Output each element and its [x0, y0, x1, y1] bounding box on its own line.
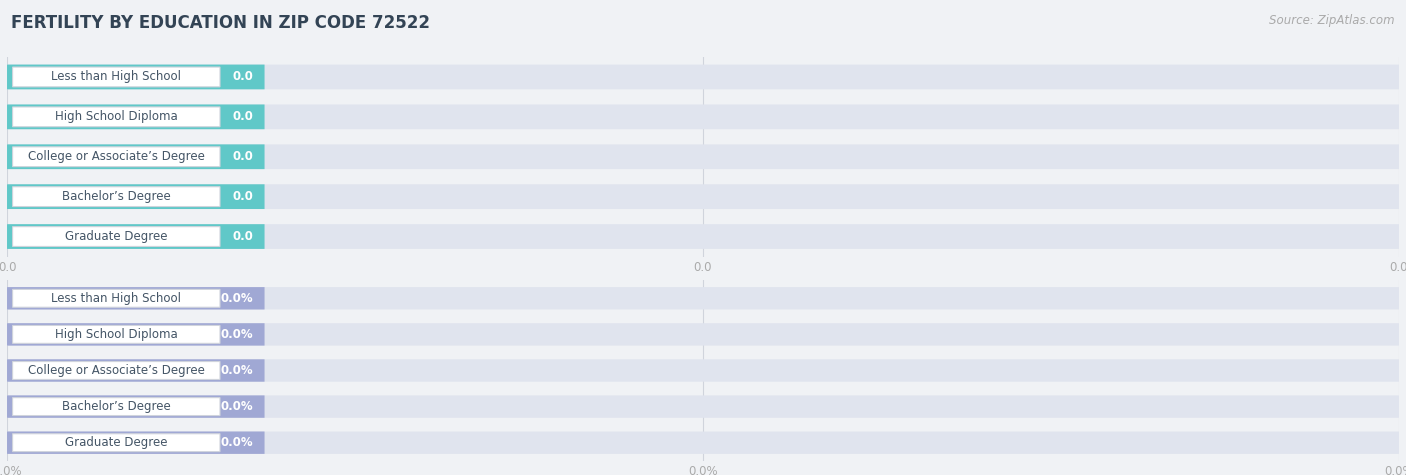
FancyBboxPatch shape: [7, 395, 1399, 418]
FancyBboxPatch shape: [7, 65, 1399, 89]
Text: Bachelor’s Degree: Bachelor’s Degree: [62, 400, 170, 413]
FancyBboxPatch shape: [7, 431, 1399, 454]
Text: 0.0: 0.0: [232, 110, 253, 124]
FancyBboxPatch shape: [7, 144, 264, 169]
FancyBboxPatch shape: [7, 359, 1399, 382]
FancyBboxPatch shape: [7, 323, 1399, 346]
Text: 0.0: 0.0: [232, 70, 253, 84]
Text: 0.0: 0.0: [232, 230, 253, 243]
FancyBboxPatch shape: [7, 104, 1399, 129]
FancyBboxPatch shape: [7, 224, 264, 249]
Text: College or Associate’s Degree: College or Associate’s Degree: [28, 150, 205, 163]
Text: High School Diploma: High School Diploma: [55, 110, 177, 124]
Text: 0.0%: 0.0%: [221, 436, 253, 449]
Text: 0.0%: 0.0%: [221, 400, 253, 413]
FancyBboxPatch shape: [13, 107, 219, 127]
FancyBboxPatch shape: [7, 184, 1399, 209]
Text: Bachelor’s Degree: Bachelor’s Degree: [62, 190, 170, 203]
Text: 0.0%: 0.0%: [221, 328, 253, 341]
Text: 0.0: 0.0: [232, 150, 253, 163]
FancyBboxPatch shape: [13, 147, 219, 167]
Text: 0.0: 0.0: [232, 190, 253, 203]
FancyBboxPatch shape: [7, 431, 264, 454]
FancyBboxPatch shape: [7, 287, 1399, 310]
Text: 0.0%: 0.0%: [221, 292, 253, 305]
Text: 0.0%: 0.0%: [221, 364, 253, 377]
Text: Source: ZipAtlas.com: Source: ZipAtlas.com: [1270, 14, 1395, 27]
Text: Less than High School: Less than High School: [51, 70, 181, 84]
FancyBboxPatch shape: [7, 184, 264, 209]
Text: Graduate Degree: Graduate Degree: [65, 436, 167, 449]
Text: High School Diploma: High School Diploma: [55, 328, 177, 341]
FancyBboxPatch shape: [13, 325, 219, 343]
Text: Less than High School: Less than High School: [51, 292, 181, 305]
FancyBboxPatch shape: [13, 187, 219, 207]
FancyBboxPatch shape: [7, 395, 264, 418]
FancyBboxPatch shape: [7, 224, 1399, 249]
Text: College or Associate’s Degree: College or Associate’s Degree: [28, 364, 205, 377]
Text: Graduate Degree: Graduate Degree: [65, 230, 167, 243]
Text: FERTILITY BY EDUCATION IN ZIP CODE 72522: FERTILITY BY EDUCATION IN ZIP CODE 72522: [11, 14, 430, 32]
FancyBboxPatch shape: [13, 289, 219, 307]
FancyBboxPatch shape: [13, 398, 219, 416]
FancyBboxPatch shape: [13, 434, 219, 452]
FancyBboxPatch shape: [13, 227, 219, 247]
FancyBboxPatch shape: [7, 144, 1399, 169]
FancyBboxPatch shape: [7, 323, 264, 346]
FancyBboxPatch shape: [7, 104, 264, 129]
FancyBboxPatch shape: [13, 361, 219, 380]
FancyBboxPatch shape: [7, 287, 264, 310]
FancyBboxPatch shape: [7, 359, 264, 382]
FancyBboxPatch shape: [13, 67, 219, 87]
FancyBboxPatch shape: [7, 65, 264, 89]
